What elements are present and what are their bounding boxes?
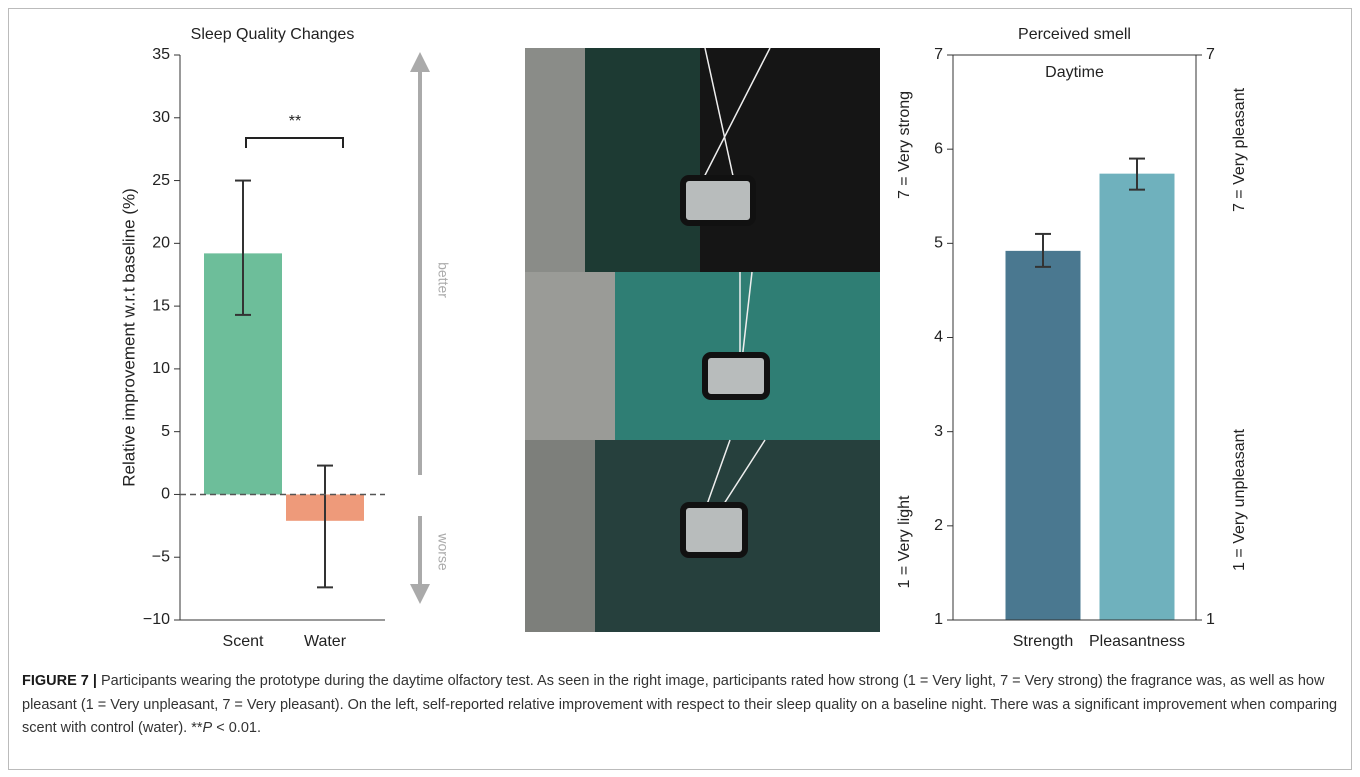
arrow-label: worse — [435, 532, 451, 571]
y-axis-label: 1 = Very light — [896, 495, 913, 589]
y2-tick-label: 1 — [1206, 611, 1215, 628]
photo-bg — [525, 48, 585, 272]
y-tick-label: 2 — [934, 517, 943, 534]
caption-p-value: < 0.01. — [216, 720, 261, 736]
y-tick-label: 35 — [152, 46, 170, 63]
significance-label: ** — [289, 113, 301, 130]
pendant — [705, 355, 767, 397]
y-tick-label: 6 — [934, 140, 943, 157]
y-tick-label: 7 — [934, 46, 943, 63]
photo-bg — [525, 272, 615, 440]
significance-bracket — [246, 138, 343, 148]
y-tick-label: −10 — [143, 611, 170, 628]
y-tick-label: 20 — [152, 235, 170, 252]
chart-title: Perceived smell — [1018, 26, 1131, 43]
y-tick-label: −5 — [152, 548, 170, 565]
x-tick-label: Scent — [223, 633, 264, 650]
y-tick-label: 10 — [152, 360, 170, 377]
y-tick-label: 5 — [161, 423, 170, 440]
pendant — [683, 505, 745, 555]
y-tick-label: 30 — [152, 109, 170, 126]
y2-axis-label: 7 = Very pleasant — [1231, 87, 1248, 212]
arrow-label: better — [435, 262, 451, 298]
pendant — [683, 178, 753, 223]
y-tick-label: 3 — [934, 423, 943, 440]
y-axis-label: 7 = Very strong — [896, 91, 913, 199]
bar — [1100, 174, 1175, 620]
photos — [525, 48, 880, 632]
y-tick-label: 1 — [934, 611, 943, 628]
chart-title: Sleep Quality Changes — [191, 26, 355, 43]
y-tick-label: 5 — [934, 235, 943, 252]
y2-tick-label: 7 — [1206, 46, 1215, 63]
caption-p: P — [203, 720, 213, 736]
x-tick-label: Strength — [1013, 633, 1073, 650]
photo-jacket — [700, 48, 880, 272]
photo-bg — [525, 440, 595, 632]
figure: ScentWater−10−505101520253035Sleep Quali… — [0, 0, 1360, 777]
y-tick-label: 15 — [152, 297, 170, 314]
bar — [1006, 251, 1081, 620]
page: ScentWater−10−505101520253035Sleep Quali… — [0, 0, 1360, 777]
y2-axis-label: 1 = Very unpleasant — [1231, 429, 1248, 571]
x-tick-label: Water — [304, 633, 347, 650]
y-axis-label: Relative improvement w.r.t baseline (%) — [119, 188, 138, 487]
arrow-head — [410, 584, 430, 604]
arrow-head — [410, 52, 430, 72]
chart-subtitle: Daytime — [1045, 64, 1104, 81]
caption: FIGURE 7 | Participants wearing the prot… — [22, 670, 1342, 741]
caption-label: FIGURE 7 | — [22, 673, 97, 689]
y-tick-label: 0 — [161, 486, 170, 503]
caption-significance: ** — [191, 720, 202, 736]
x-tick-label: Pleasantness — [1089, 633, 1185, 650]
y-tick-label: 25 — [152, 172, 170, 189]
y-tick-label: 4 — [934, 329, 943, 346]
